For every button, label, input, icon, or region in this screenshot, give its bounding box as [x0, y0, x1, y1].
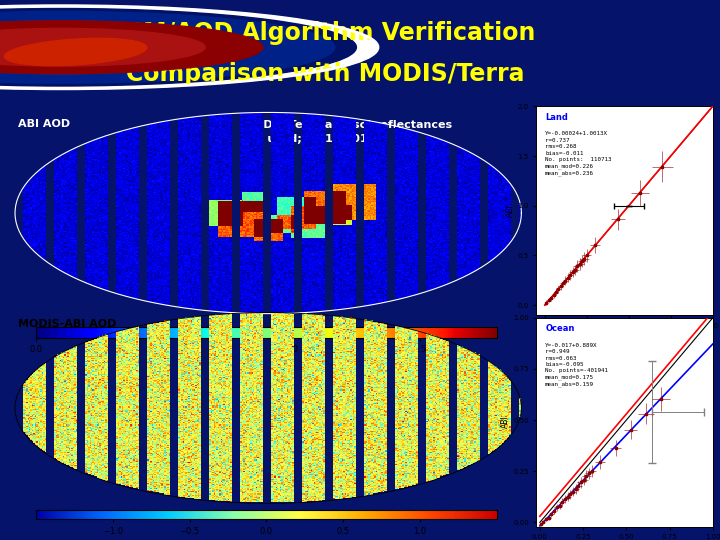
Text: MODIS-ABI AOD: MODIS-ABI AOD	[18, 319, 116, 329]
Text: ABI AOD: ABI AOD	[18, 119, 70, 129]
Ellipse shape	[0, 21, 241, 74]
Circle shape	[0, 9, 356, 86]
Text: SM/AOD Algorithm Verification: SM/AOD Algorithm Verification	[126, 21, 536, 45]
Circle shape	[0, 21, 263, 74]
Ellipse shape	[4, 38, 147, 65]
Text: Land: Land	[545, 113, 568, 122]
Y-axis label: ABI: ABI	[501, 416, 510, 428]
Text: Y=-0.00024+1.0013X
r=0.737
rms=0.268
bias=-0.011
No. points:  110713
mean_mod=0.: Y=-0.00024+1.0013X r=0.737 rms=0.268 bia…	[545, 131, 612, 176]
Text: Comparison with MODIS/Terra: Comparison with MODIS/Terra	[126, 62, 524, 86]
X-axis label: MOD_05: MOD_05	[608, 332, 641, 341]
Text: Y=-0.017+0.889X
r=0.949
rms=0.063
bias=-0.095
No. points=-401941
mean_mod=0.175
: Y=-0.017+0.889X r=0.949 rms=0.063 bias=-…	[545, 343, 608, 388]
Circle shape	[0, 11, 335, 83]
Text: Ocean: Ocean	[545, 324, 575, 333]
Text: MODIS/Terra aerosol reflectances
are used; 03/15/2012: MODIS/Terra aerosol reflectances are use…	[243, 120, 452, 144]
Circle shape	[0, 28, 205, 66]
Y-axis label: ABI: ABI	[505, 205, 515, 217]
Circle shape	[0, 5, 378, 89]
